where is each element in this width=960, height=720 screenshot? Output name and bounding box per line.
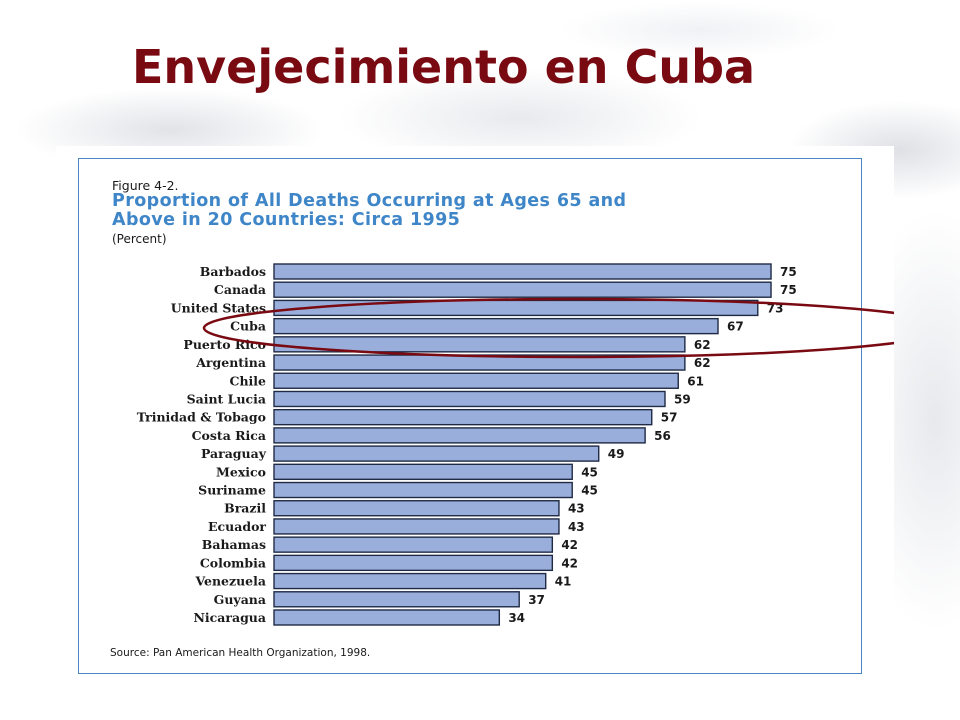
- category-label-saint-lucia: Saint Lucia: [187, 391, 266, 406]
- category-label-argentina: Argentina: [195, 355, 266, 370]
- bar-guyana: [273, 591, 520, 608]
- figure-source: Source: Pan American Health Organization…: [110, 647, 370, 659]
- category-label-paraguay: Paraguay: [201, 446, 267, 461]
- category-label-chile: Chile: [230, 373, 267, 388]
- bar-suriname: [273, 481, 573, 499]
- bar-brazil: [273, 500, 560, 517]
- value-label-brazil: 43: [568, 502, 585, 516]
- cuba-highlight-ellipse: [202, 297, 894, 359]
- bar-cuba: [273, 317, 719, 335]
- value-label-saint-lucia: 59: [674, 392, 691, 406]
- bar-canada: [273, 281, 772, 298]
- category-label-united-states: United States: [171, 300, 266, 315]
- figure-unit-label: (Percent): [112, 232, 167, 246]
- value-label-costa-rica: 56: [654, 429, 671, 443]
- category-label-ecuador: Ecuador: [208, 519, 266, 534]
- category-label-guyana: Guyana: [214, 592, 266, 607]
- category-label-barbados: Barbados: [200, 264, 266, 279]
- bar-venezuela: [273, 572, 547, 590]
- value-label-bahamas: 42: [561, 538, 578, 552]
- bar-paraguay: [273, 445, 600, 462]
- value-label-trinidad-tobago: 57: [661, 411, 678, 425]
- value-label-nicaragua: 34: [508, 611, 525, 625]
- bar-chile: [273, 372, 679, 389]
- category-label-nicaragua: Nicaragua: [194, 610, 267, 625]
- value-label-argentina: 62: [694, 356, 711, 370]
- bar-bahamas: [273, 536, 554, 553]
- bar-ecuador: [273, 518, 560, 535]
- bar-costa-rica: [273, 427, 646, 444]
- bars-group: Barbados 75 Canada 75 United States 73 Cuba 67 P…: [137, 263, 797, 626]
- bar-chart: Figure 4-2. Proportion of All Deaths Occ…: [110, 178, 894, 659]
- value-label-paraguay: 49: [608, 447, 625, 461]
- figure-panel: Figure 4-2. Proportion of All Deaths Occ…: [56, 146, 894, 690]
- slide-title: Envejecimiento en Cuba: [132, 40, 756, 94]
- value-label-ecuador: 43: [568, 520, 585, 534]
- category-label-mexico: Mexico: [216, 464, 266, 479]
- category-label-bahamas: Bahamas: [202, 537, 266, 552]
- value-label-venezuela: 41: [555, 575, 572, 589]
- value-label-suriname: 45: [581, 484, 598, 498]
- category-label-canada: Canada: [214, 282, 266, 297]
- value-label-canada: 75: [780, 283, 797, 297]
- bar-colombia: [273, 554, 554, 572]
- value-label-barbados: 75: [780, 265, 797, 279]
- figure-number: Figure 4-2.: [112, 178, 179, 193]
- category-label-venezuela: Venezuela: [194, 574, 266, 589]
- value-label-chile: 61: [687, 374, 704, 388]
- bar-barbados: [273, 263, 772, 280]
- category-label-cuba: Cuba: [230, 319, 266, 334]
- category-label-costa-rica: Costa Rica: [192, 428, 266, 443]
- figure-title-line-2: Above in 20 Countries: Circa 1995: [112, 210, 460, 230]
- bar-saint-lucia: [273, 390, 666, 408]
- value-label-puerto-rico: 62: [694, 338, 711, 352]
- bar-united-states: [273, 299, 759, 317]
- category-label-puerto-rico: Puerto Rico: [183, 337, 266, 352]
- value-label-united-states: 73: [767, 301, 784, 315]
- category-label-colombia: Colombia: [200, 555, 266, 570]
- bar-nicaragua: [273, 609, 501, 626]
- value-label-mexico: 45: [581, 465, 598, 479]
- category-label-brazil: Brazil: [224, 501, 266, 516]
- bar-trinidad-tobago: [273, 408, 653, 426]
- category-label-trinidad-tobago: Trinidad & Tobago: [137, 410, 266, 425]
- figure-title-line-1: Proportion of All Deaths Occurring at Ag…: [112, 191, 626, 211]
- bar-mexico: [273, 463, 573, 481]
- value-label-colombia: 42: [561, 556, 578, 570]
- category-label-suriname: Suriname: [198, 483, 266, 498]
- value-label-guyana: 37: [528, 593, 545, 607]
- value-label-cuba: 67: [727, 320, 744, 334]
- figure-frame: [78, 158, 862, 674]
